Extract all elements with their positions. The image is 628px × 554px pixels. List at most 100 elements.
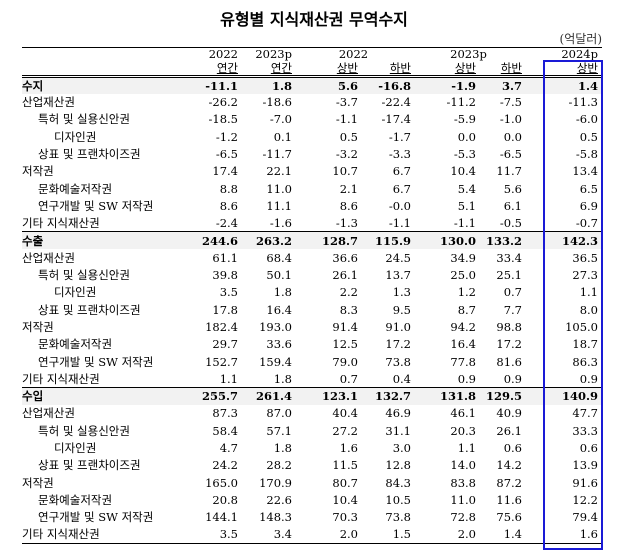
cell-value: 24.2 <box>212 458 238 473</box>
cell-value: 27.3 <box>572 268 598 283</box>
period: 하반 <box>362 61 415 78</box>
cell-value: 8.6 <box>339 198 358 213</box>
cell-value: 1.2 <box>457 285 476 300</box>
cell-value: 1.6 <box>526 525 602 544</box>
cell-value: 75.6 <box>496 510 522 525</box>
cell-value: 57.1 <box>266 423 292 438</box>
period: 상반 <box>296 61 362 78</box>
cell-value: 13.9 <box>572 458 598 473</box>
cell-value: 8.3 <box>339 302 358 317</box>
row-label: 기타 지식재산권 <box>22 371 100 386</box>
cell-value: 87.2 <box>496 475 522 490</box>
row-label: 수출 <box>22 231 197 250</box>
row: 저작권 182.4 193.0 91.4 91.0 94.2 98.8 105.0 <box>22 318 602 335</box>
row: 저작권 17.4 22.1 10.7 6.7 10.4 11.7 13.4 <box>22 163 602 180</box>
cell-value: 94.2 <box>450 320 476 334</box>
cell-value: 1.1 <box>457 441 476 456</box>
cell-value: 91.6 <box>572 475 598 490</box>
row-label: 저작권 <box>22 320 54 334</box>
cell-value: -3.3 <box>388 147 411 162</box>
cell-value: -1.0 <box>499 112 522 127</box>
row: 디자인권 3.5 1.8 2.2 1.3 1.2 0.7 1.1 <box>22 284 602 301</box>
row: 산업재산권 -26.2 -18.6 -3.7 -22.4 -11.2 -7.5 -11.3 <box>22 94 602 111</box>
cell-value: 1.1 <box>219 371 238 386</box>
cell-value: 2.0 <box>296 525 362 544</box>
cell-value: 144.1 <box>205 510 238 525</box>
cell-value: 83.8 <box>450 475 476 490</box>
row: 기타 지식재산권 3.5 3.4 2.0 1.5 2.0 1.4 1.6 <box>22 525 602 544</box>
cell-value: -11.3 <box>568 95 599 110</box>
cell-value: 28.2 <box>266 458 292 473</box>
cell-value: 77.8 <box>450 354 476 369</box>
cell-value: 40.4 <box>332 406 358 421</box>
cell-value: -11.1 <box>197 75 242 94</box>
cell-value: 1.8 <box>273 285 292 300</box>
cell-value: 36.5 <box>572 250 598 265</box>
cell-value: 87.0 <box>266 406 292 421</box>
cell-value: 17.8 <box>212 302 238 317</box>
cell-value: 8.0 <box>579 302 598 317</box>
row: 상표 및 프랜차이즈권 17.8 16.4 8.3 9.5 8.7 7.7 8.0 <box>22 301 602 318</box>
cell-value: 16.4 <box>450 337 476 352</box>
cell-value: 10.5 <box>385 492 411 507</box>
cell-value: 3.5 <box>219 285 238 300</box>
cell-value: 11.0 <box>266 181 292 196</box>
row-label: 수지 <box>22 75 197 94</box>
cell-value: 3.5 <box>197 525 242 544</box>
cell-value: 50.1 <box>266 268 292 283</box>
cell-value: 24.5 <box>385 250 411 265</box>
row: 기타 지식재산권 -2.4 -1.6 -1.3 -1.1 -1.1 -0.5 -0.7 <box>22 215 602 232</box>
row-label: 상표 및 프랜차이즈권 <box>38 302 141 317</box>
cell-value: 68.4 <box>266 250 292 265</box>
cell-value: 16.4 <box>266 302 292 317</box>
cell-value: -7.0 <box>269 112 292 127</box>
row-label: 산업재산권 <box>22 250 75 265</box>
cell-value: 142.3 <box>526 231 602 250</box>
cell-value: 84.3 <box>385 475 411 490</box>
cell-value: -6.5 <box>215 147 238 162</box>
cell-value: 98.8 <box>496 320 522 334</box>
cell-value: 3.4 <box>242 525 296 544</box>
cell-value: 8.8 <box>219 181 238 196</box>
cell-value: 1.3 <box>392 285 411 300</box>
row: 연구개발 및 SW 저작권 152.7 159.4 79.0 73.8 77.8 81.6 8… <box>22 353 602 370</box>
cell-value: 152.7 <box>205 354 238 369</box>
cell-value: 263.2 <box>242 231 296 250</box>
cell-value: 5.6 <box>503 181 522 196</box>
cell-value: -1.2 <box>215 129 238 144</box>
cell-value: 34.9 <box>450 250 476 265</box>
cell-value: 6.5 <box>579 181 598 196</box>
cell-value: -1.1 <box>335 112 358 127</box>
cell-value: 8.7 <box>457 302 476 317</box>
row-label: 저작권 <box>22 475 54 490</box>
trade-table: 2022 2023p 2022 2023p 2024p 연간 연간 상반 하반 상반 하반… <box>22 47 602 544</box>
cell-value: -11.2 <box>446 95 477 110</box>
cell-value: 17.2 <box>496 337 522 352</box>
cell-value: -1.3 <box>335 215 358 230</box>
cell-value: 18.7 <box>572 337 598 352</box>
cell-value: 12.8 <box>385 458 411 473</box>
unit-label: (억달러) <box>559 32 602 46</box>
cell-value: 31.1 <box>385 423 411 438</box>
cell-value: 193.0 <box>259 320 292 334</box>
cell-value: 5.6 <box>296 75 362 94</box>
cell-value: -1.7 <box>388 129 411 144</box>
cell-value: 6.7 <box>392 181 411 196</box>
cell-value: 12.2 <box>572 492 598 507</box>
row-label: 특허 및 실용신안권 <box>38 423 130 438</box>
cell-value: 1.8 <box>273 441 292 456</box>
cell-value: 129.5 <box>480 387 526 405</box>
cell-value: 6.1 <box>503 198 522 213</box>
cell-value: 159.4 <box>259 354 292 369</box>
cell-value: 73.8 <box>385 354 411 369</box>
cell-value: 1.5 <box>362 525 415 544</box>
cell-value: 27.2 <box>332 423 358 438</box>
cell-value: 17.2 <box>385 337 411 352</box>
cell-value: 0.6 <box>579 441 598 456</box>
cell-value: 26.1 <box>496 423 522 438</box>
row-label: 저작권 <box>22 164 54 179</box>
cell-value: -1.9 <box>415 75 480 94</box>
period: 하반 <box>480 61 526 78</box>
cell-value: 0.5 <box>339 129 358 144</box>
cell-value: 0.9 <box>457 371 476 386</box>
